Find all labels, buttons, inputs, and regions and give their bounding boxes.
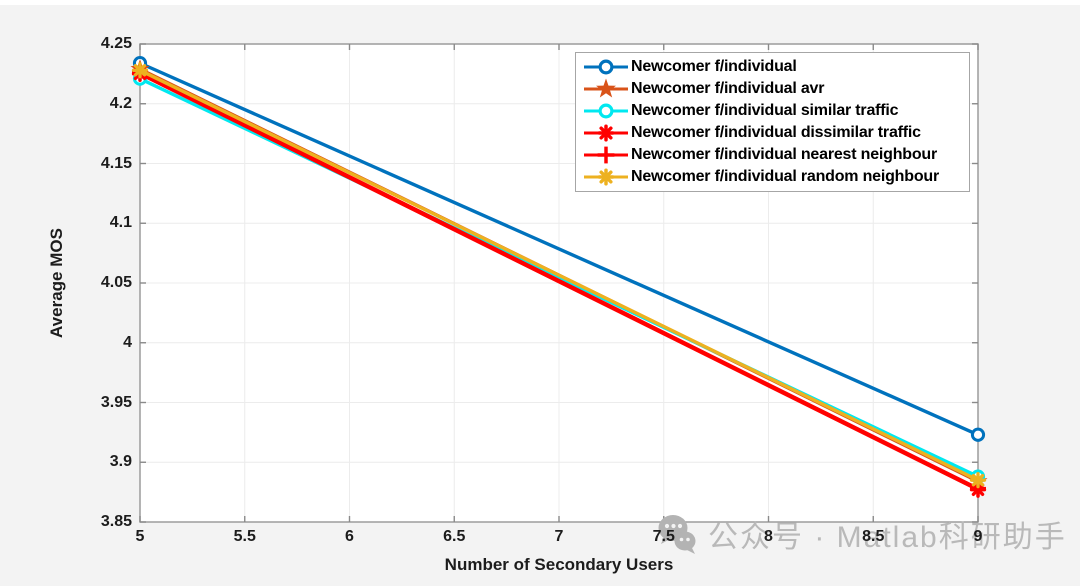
- top-edge-strip: [0, 0, 1080, 5]
- x-tick-label: 9: [973, 528, 983, 545]
- legend-item-label: Newcomer f/individual random neighbour: [631, 168, 939, 185]
- legend-item-label: Newcomer f/individual nearest neighbour: [631, 146, 938, 163]
- legend-item: Newcomer f/individual similar traffic: [583, 100, 969, 122]
- pentagram-legend-sample-icon: [584, 78, 628, 98]
- y-tick-label: 4.05: [100, 274, 132, 291]
- legend-item: Newcomer f/individual random neighbour: [583, 166, 969, 188]
- watermark: 公众号 · Matlab科研助手: [652, 512, 1067, 556]
- y-tick-label: 4.1: [109, 214, 132, 232]
- open-circle-legend-sample-icon: [584, 59, 628, 75]
- legend: Newcomer f/individual Newcomer f/individu…: [575, 52, 970, 192]
- x-tick-label: 6.5: [443, 528, 466, 545]
- legend-item: Newcomer f/individual avr: [583, 78, 969, 100]
- asterisk-legend-sample-icon: [584, 168, 628, 186]
- y-tick-label: 4.2: [109, 94, 132, 112]
- y-tick-label: 3.9: [109, 453, 132, 471]
- legend-item-label: Newcomer f/individual dissimilar traffic: [631, 124, 921, 141]
- asterisk-legend-sample-icon: [584, 124, 628, 142]
- x-tick-label: 7: [554, 528, 564, 545]
- x-tick-label: 5: [135, 528, 145, 545]
- x-tick-label: 6: [345, 528, 354, 545]
- y-tick-label: 3.85: [100, 513, 132, 530]
- legend-item-label: Newcomer f/individual similar traffic: [631, 102, 899, 119]
- y-tick-label: 4.25: [100, 35, 132, 52]
- plus-legend-sample-icon: [584, 146, 628, 164]
- open-circle-legend-sample-icon: [584, 103, 628, 119]
- series-5: [131, 62, 987, 489]
- x-tick-label: 8.5: [862, 528, 885, 545]
- legend-item: Newcomer f/individual nearest neighbour: [583, 144, 969, 166]
- series-line: [139, 61, 979, 437]
- x-tick-label: 7.5: [652, 528, 675, 545]
- x-tick-label: 8: [764, 528, 773, 545]
- series-line: [139, 68, 979, 482]
- y-tick-label: 4: [123, 333, 132, 351]
- legend-item: Newcomer f/individual: [583, 56, 969, 78]
- y-tick-label: 3.95: [100, 393, 132, 411]
- series-0: [132, 56, 986, 442]
- x-axis-label: Number of Secondary Users: [444, 555, 674, 574]
- y-tick-label: 4.15: [100, 154, 132, 172]
- legend-item-label: Newcomer f/individual: [631, 58, 797, 75]
- watermark-text: 公众号 · Matlab科研助手: [708, 521, 1067, 554]
- wechat-icon: [658, 515, 696, 554]
- legend-item-label: Newcomer f/individual avr: [631, 80, 825, 97]
- x-tick-label: 5.5: [233, 528, 256, 545]
- y-axis-label: Average MOS: [47, 228, 66, 338]
- series-line: [139, 71, 979, 491]
- legend-item: Newcomer f/individual dissimilar traffic: [583, 122, 969, 144]
